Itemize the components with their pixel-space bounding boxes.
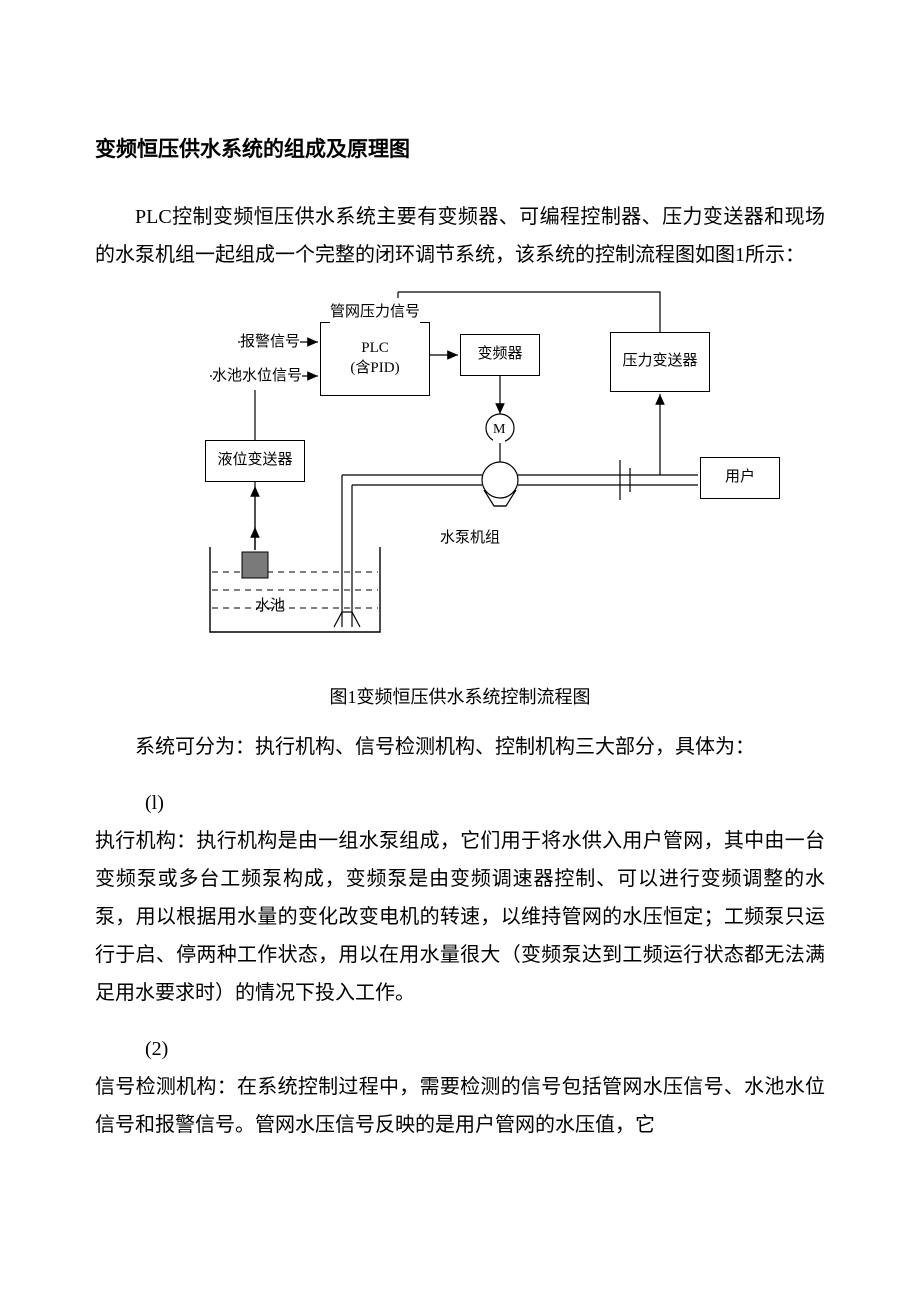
item-2-text: 信号检测机构：在系统控制过程中，需要检测的信号包括管网水压信号、水池水位信号和报…: [95, 1068, 825, 1144]
paragraph-2: 系统可分为：执行机构、信号检测机构、控制机构三大部分，具体为：: [95, 728, 825, 766]
page-title: 变频恒压供水系统的组成及原理图: [95, 130, 825, 170]
intro-paragraph: PLC控制变频恒压供水系统主要有变频器、可编程控制器、压力变送器和现场的水泵机组…: [95, 198, 825, 274]
inverter-box: 变频器: [460, 334, 540, 376]
motor-m-label: M: [493, 417, 505, 444]
level-signal-label: 水池水位信号: [212, 362, 302, 391]
user-box: 用户: [700, 457, 780, 499]
pressure-signal-label: 管网压力信号: [330, 298, 420, 327]
pump-group-label: 水泵机组: [440, 524, 500, 553]
level-transmitter-box: 液位变送器: [205, 440, 305, 482]
pressure-transmitter-box: 压力变送器: [610, 332, 710, 392]
plc-box: PLC (含PID): [320, 322, 430, 396]
item-1-number: (l): [95, 784, 825, 822]
alarm-signal-label: 报警信号: [240, 328, 300, 357]
pool-label: 水池: [255, 592, 285, 621]
figure-caption: 图1变频恒压供水系统控制流程图: [95, 680, 825, 714]
item-1-text: 执行机构：执行机构是由一组水泵组成，它们用于将水供入用户管网，其中由一台变频泵或…: [95, 822, 825, 1012]
item-2-number: (2): [95, 1030, 825, 1068]
flowchart-diagram: PLC (含PID) 变频器 压力变送器 液位变送器 用户 管网压力信号 报警信…: [120, 292, 800, 672]
